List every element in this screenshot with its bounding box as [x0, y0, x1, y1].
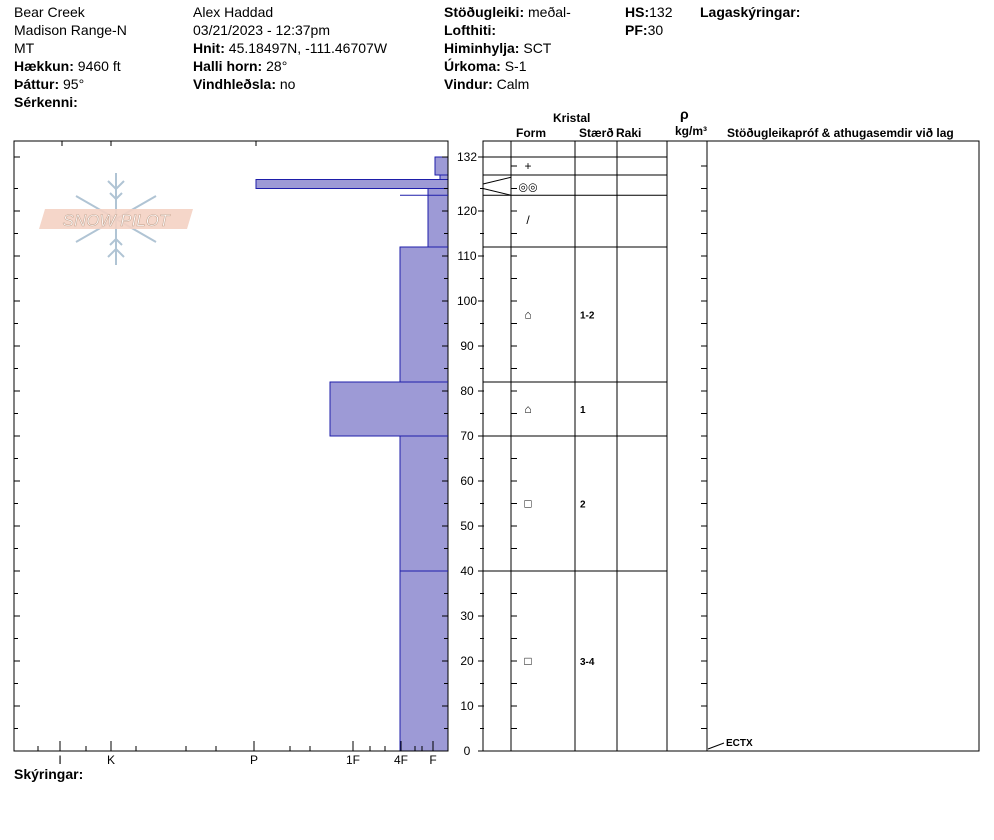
precip-value: S-1	[504, 58, 527, 74]
crystal-form-symbol: ⌂	[524, 402, 531, 416]
range-name: Madison Range-N	[14, 22, 127, 38]
coords-label: Hnit:	[193, 40, 225, 56]
density-symbol: ρ	[680, 106, 689, 122]
elevation: Hækkun: 9460 ft	[14, 58, 121, 74]
slope-value: 28°	[266, 58, 288, 74]
wind-loading-label: Vindhleðsla:	[193, 76, 276, 92]
depth-tick-label: 0	[464, 744, 471, 758]
hardness-bar	[439, 174, 449, 180]
aspect-label: Þáttur:	[14, 76, 60, 92]
aspect: Þáttur: 95°	[14, 76, 84, 92]
site-name: Bear Creek	[14, 4, 85, 20]
slope-angle: Halli horn: 28°	[193, 58, 287, 74]
depth-tick-label: 50	[460, 519, 474, 533]
snowflake-logo-icon: SNOW PILOT	[39, 173, 193, 265]
hardness-bar	[255, 179, 449, 189]
logo-text: SNOW PILOT	[63, 211, 171, 230]
precip-label: Úrkoma:	[444, 58, 501, 74]
hardness-tick-label: P	[250, 753, 258, 767]
hardness-tick-label: 1F	[346, 753, 360, 767]
hardness-tick-label: K	[107, 753, 115, 767]
penetration-foot: PF:30	[625, 22, 663, 38]
sky-cover: Himinhylja: SCT	[444, 40, 551, 56]
crystal-form-symbol: ◎◎	[518, 181, 537, 193]
depth-tick-label: 100	[457, 294, 477, 308]
depth-tick-label: 132	[457, 150, 477, 164]
crystal-size-label: 1	[580, 405, 586, 416]
elevation-label: Hækkun:	[14, 58, 74, 74]
depth-tick-label: 20	[460, 654, 474, 668]
elevation-value: 9460 ft	[77, 58, 121, 74]
hardness-bar	[399, 246, 449, 383]
aspect-value: 95°	[63, 76, 85, 92]
depth-tick-label: 30	[460, 609, 474, 623]
moisture-header: Raki	[616, 126, 642, 140]
crystal-form-symbol: +	[524, 159, 531, 173]
depth-tick-label: 10	[460, 699, 474, 713]
hardness-bar	[399, 570, 449, 752]
crystal-table-frame	[482, 140, 980, 752]
test-pointer-line	[707, 742, 725, 750]
wind: Vindur: Calm	[444, 76, 529, 92]
stability-label: Stöðugleiki:	[444, 4, 525, 20]
wind-loading-value: no	[279, 76, 296, 92]
sky-label: Himinhylja:	[444, 40, 520, 56]
datetime: 03/21/2023 - 12:37pm	[193, 22, 330, 38]
hardness-bar	[434, 156, 449, 176]
crystal-header: Kristal	[553, 111, 591, 125]
crystal-form-symbol: ⌂	[524, 308, 531, 322]
features-label: Sérkenni:	[14, 94, 78, 110]
depth-tick-label: 60	[460, 474, 474, 488]
density-unit: kg/m³	[675, 124, 708, 138]
crystal-form-symbol: □	[524, 497, 531, 511]
depth-tick-label: 120	[457, 204, 477, 218]
hardness-plot-frame	[13, 140, 449, 752]
precipitation: Úrkoma: S-1	[444, 58, 526, 74]
layer-notes-label: Lagaskýringar:	[700, 4, 801, 20]
pf-value: 30	[647, 22, 664, 38]
hardness-bar	[329, 381, 449, 437]
snow-height: HS:132	[625, 4, 672, 20]
depth-tick-label: 110	[457, 249, 476, 263]
slope-label: Halli horn:	[193, 58, 263, 74]
sky-value: SCT	[523, 40, 552, 56]
stability-value: meðal-	[528, 4, 571, 20]
depth-tick-label: 80	[460, 384, 474, 398]
wind-value: Calm	[496, 76, 530, 92]
depth-tick-label: 40	[460, 564, 474, 578]
wind-label: Vindur:	[444, 76, 493, 92]
pf-label: PF:	[625, 22, 648, 38]
depth-tick-label: 90	[460, 339, 474, 353]
wind-loading: Vindhleðsla: no	[193, 76, 295, 92]
crystal-form-symbol: □	[524, 654, 531, 668]
observer: Alex Haddad	[193, 4, 274, 20]
coords-value: 45.18497N, -111.46707W	[228, 40, 388, 56]
size-header: Stærð	[579, 126, 614, 140]
tests-header: Stöðugleikapróf & athugasemdir við lag	[727, 126, 954, 140]
hardness-tick-label: F	[429, 753, 436, 767]
hs-value: 132	[649, 4, 673, 20]
air-temp-label: Lofthiti:	[444, 22, 497, 38]
crystal-size-label: 2	[580, 500, 586, 511]
hs-label: HS:	[625, 4, 650, 20]
state-name: MT	[14, 40, 35, 56]
crystal-size-label: 1-2	[580, 311, 595, 322]
hardness-tick-label: I	[58, 753, 61, 767]
hardness-bar	[399, 435, 449, 572]
hardness-bar	[427, 188, 449, 248]
coordinates: Hnit: 45.18497N, -111.46707W	[193, 40, 387, 56]
stability: Stöðugleiki: meðal-	[444, 4, 571, 20]
notes-label: Skýringar:	[14, 766, 84, 782]
crystal-size-label: 3-4	[580, 657, 595, 668]
depth-tick-label: 70	[460, 429, 474, 443]
form-header: Form	[516, 126, 546, 140]
hardness-tick-label: 4F	[394, 753, 408, 767]
crystal-form-symbol: /	[526, 213, 530, 227]
test-result-label: ECTX	[726, 738, 753, 749]
